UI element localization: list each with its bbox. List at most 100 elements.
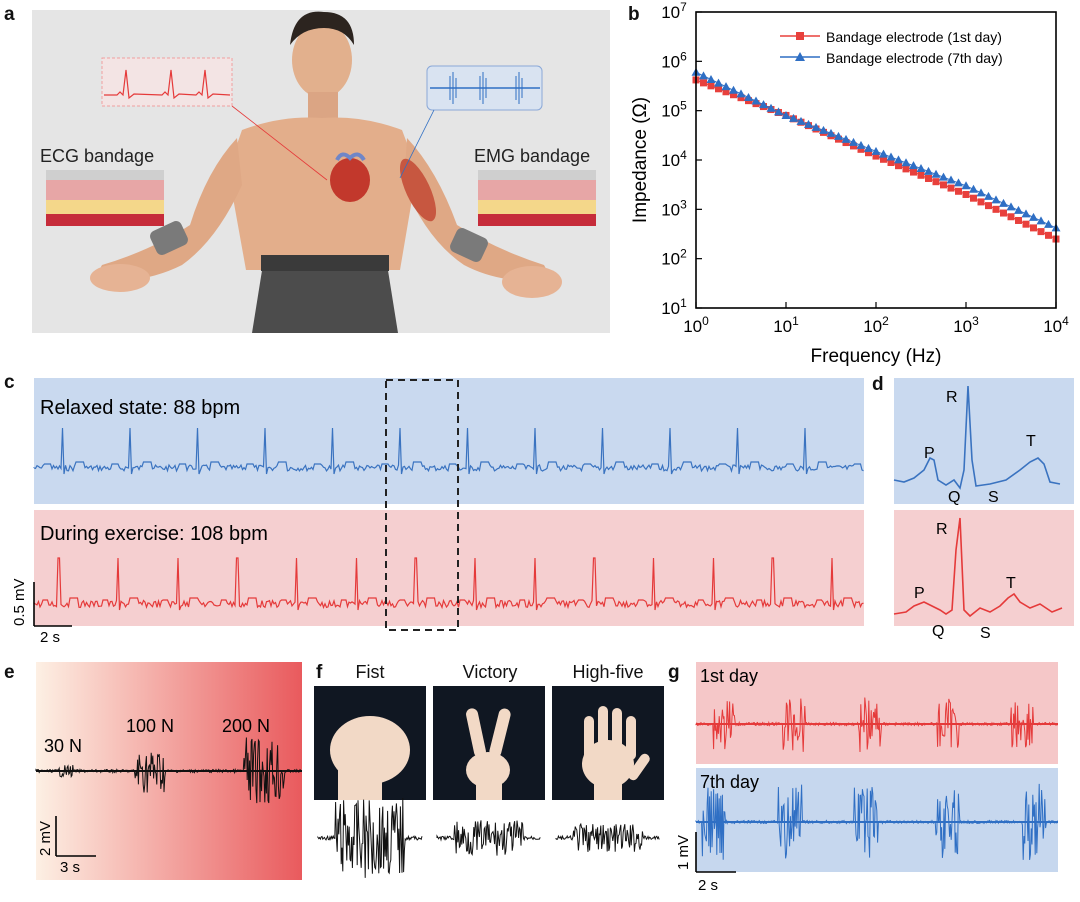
y-tick-label: 101: [661, 296, 687, 318]
data-point-day7: [736, 89, 746, 98]
scale-bar-g: [695, 832, 736, 873]
data-point-day1: [917, 171, 925, 179]
data-point-day1: [970, 194, 977, 202]
data-point-day1: [962, 190, 970, 198]
label-q-top: Q: [948, 489, 960, 506]
scale-bar-e: [55, 816, 96, 857]
data-point-day7: [841, 134, 851, 143]
data-point-day7: [924, 166, 933, 175]
exercise-background: [34, 510, 864, 626]
y-tick-label: 107: [661, 0, 687, 22]
data-point-day7: [811, 122, 821, 131]
data-point-day7: [804, 119, 813, 128]
data-point-day7: [999, 198, 1008, 207]
exercise-label: During exercise: 108 bpm: [40, 523, 268, 545]
human-figure: [90, 11, 562, 333]
data-point-day1: [985, 202, 992, 210]
data-point-day1: [887, 158, 895, 166]
data-point-day7: [909, 161, 918, 170]
data-point-day7: [744, 92, 753, 101]
data-point-day1: [910, 168, 917, 176]
data-point-day7: [714, 78, 723, 87]
emg-bandage-label: EMG bandage: [474, 146, 590, 166]
data-point-day7: [856, 140, 866, 149]
label-s-top: S: [988, 489, 999, 506]
data-point-day7: [984, 191, 993, 200]
legend-marker-day7: [795, 52, 805, 61]
data-point-day7: [781, 110, 791, 119]
y-tick-label: 102: [661, 247, 687, 269]
data-point-day1: [955, 187, 962, 195]
label-p-top: P: [924, 445, 935, 462]
data-point-day1: [940, 181, 947, 189]
label-t-top: T: [1026, 433, 1036, 450]
data-point-day7: [886, 152, 896, 161]
data-point-day1: [857, 145, 865, 153]
data-point-day7: [976, 188, 986, 197]
panel-label-a: a: [4, 4, 15, 25]
panel-label-b: b: [628, 4, 640, 25]
data-point-day7: [706, 74, 716, 83]
legend-marker-day1: [796, 32, 804, 40]
data-point-day7: [729, 85, 738, 94]
data-point-day7: [939, 172, 948, 181]
gesture-title-fist: Fist: [355, 662, 385, 682]
x-tick-label: 102: [863, 314, 889, 336]
data-point-day1: [1037, 228, 1045, 236]
scale-bar: [33, 582, 72, 627]
data-point-day7: [796, 116, 806, 125]
legend-entry-day7: Bandage electrode (7th day): [826, 50, 1003, 66]
day1-label: 1st day: [700, 666, 758, 686]
data-point-day1: [947, 184, 955, 192]
pqrst-detail: P Q R S T P Q R S T: [893, 378, 1074, 642]
panel-label-d: d: [872, 374, 884, 395]
relaxed-label: Relaxed state: 88 bpm: [40, 397, 240, 419]
data-point-day1: [1022, 220, 1030, 228]
data-point-day1: [700, 79, 707, 87]
data-point-day7: [1029, 212, 1038, 221]
label-t-bottom: T: [1006, 575, 1016, 592]
data-point-day7: [1014, 205, 1023, 214]
legend-entry-day1: Bandage electrode (1st day): [826, 29, 1002, 45]
exercise-ecg-trace: [33, 557, 864, 611]
data-point-day7: [1044, 219, 1053, 228]
x-tick-label: 101: [773, 314, 799, 336]
data-point-day7: [916, 164, 926, 173]
x-tick-label: 104: [1043, 314, 1069, 336]
x-axis-label: Frequency (Hz): [811, 346, 942, 367]
data-point-day1: [872, 152, 880, 160]
ecg-bandage-label: ECG bandage: [40, 146, 154, 166]
scale-y-label-g: 1 mV: [675, 835, 692, 870]
gesture-title-high-five: High-five: [572, 662, 644, 682]
panel-label-e: e: [4, 662, 15, 683]
force-label-30: 30 N: [44, 736, 82, 756]
y-tick-label: 103: [661, 197, 687, 219]
data-point-day1: [1045, 231, 1052, 239]
label-q-bottom: Q: [932, 623, 944, 640]
y-tick-label: 106: [661, 49, 687, 71]
panel-label-g: g: [668, 662, 680, 683]
pqrst-exercise: [893, 517, 1063, 618]
data-point-day7: [751, 96, 761, 105]
data-point-day7: [819, 125, 828, 134]
data-point-day1: [850, 142, 857, 150]
data-point-day1: [715, 85, 722, 93]
data-point-day7: [954, 178, 963, 187]
data-point-day7: [721, 82, 731, 91]
data-point-day7: [774, 107, 783, 116]
scale-x-label-e: 3 s: [60, 859, 80, 876]
pqrst-relaxed: [893, 385, 1061, 490]
data-point-day7: [961, 181, 971, 190]
zoom-box: [385, 379, 459, 631]
data-point-day7: [834, 131, 843, 140]
data-point-day7: [946, 175, 956, 184]
scale-x-label: 2 s: [40, 629, 60, 642]
panel-a-illustration: ECG bandage EMG bandage: [32, 10, 610, 333]
force-emg: 30 N 100 N 200 N 2 mV 3 s: [35, 662, 302, 880]
data-point-day7: [1021, 209, 1031, 218]
gesture-title-victory: Victory: [462, 662, 518, 682]
scale-y-label: 0.5 mV: [11, 578, 28, 626]
data-point-day1: [932, 178, 940, 186]
data-point-day7: [931, 169, 941, 178]
force-label-200: 200 N: [222, 716, 270, 736]
